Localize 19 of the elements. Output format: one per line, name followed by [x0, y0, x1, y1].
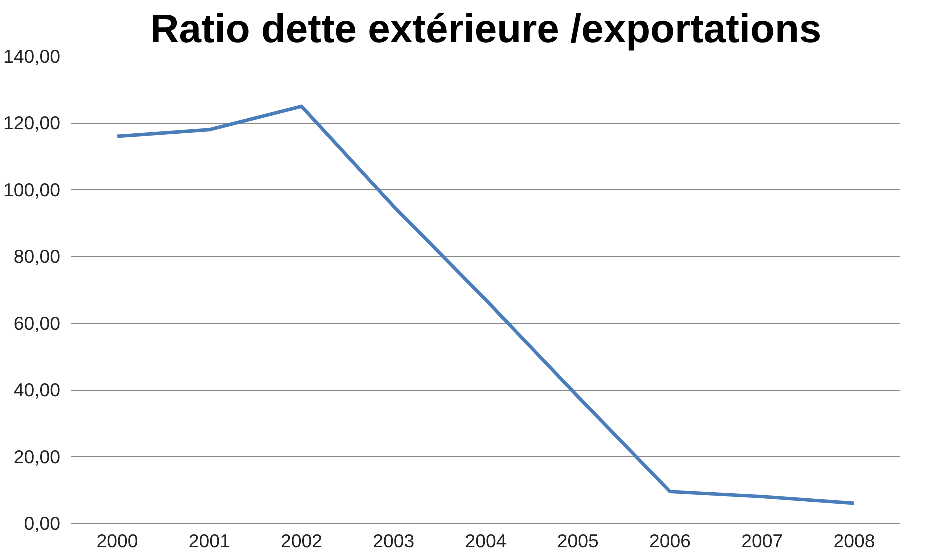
x-tick-label: 2000 — [96, 530, 138, 552]
y-tick-label: 100,00 — [3, 179, 60, 200]
x-tick-label: 2001 — [188, 530, 230, 552]
y-tick-label: 80,00 — [14, 246, 60, 268]
chart-title: Ratio dette extérieure /exportations — [150, 8, 822, 52]
y-tick-label: 20,00 — [14, 446, 60, 468]
y-tick-label: 120,00 — [3, 112, 60, 134]
y-tick-label: 60,00 — [14, 312, 60, 334]
x-tick-label: 2005 — [557, 530, 599, 552]
y-tick-label: 0,00 — [24, 513, 60, 534]
x-tick-label: 2003 — [373, 530, 415, 552]
x-tick-label: 2002 — [281, 530, 323, 552]
x-tick-label: 2006 — [649, 530, 691, 552]
x-tick-label: 2004 — [465, 530, 507, 552]
x-tick-label: 2007 — [742, 530, 784, 552]
line-series — [116, 104, 856, 506]
y-tick-label: 40,00 — [14, 380, 60, 401]
x-tick-label: 2008 — [834, 530, 876, 552]
y-tick-label: 140,00 — [3, 46, 60, 67]
